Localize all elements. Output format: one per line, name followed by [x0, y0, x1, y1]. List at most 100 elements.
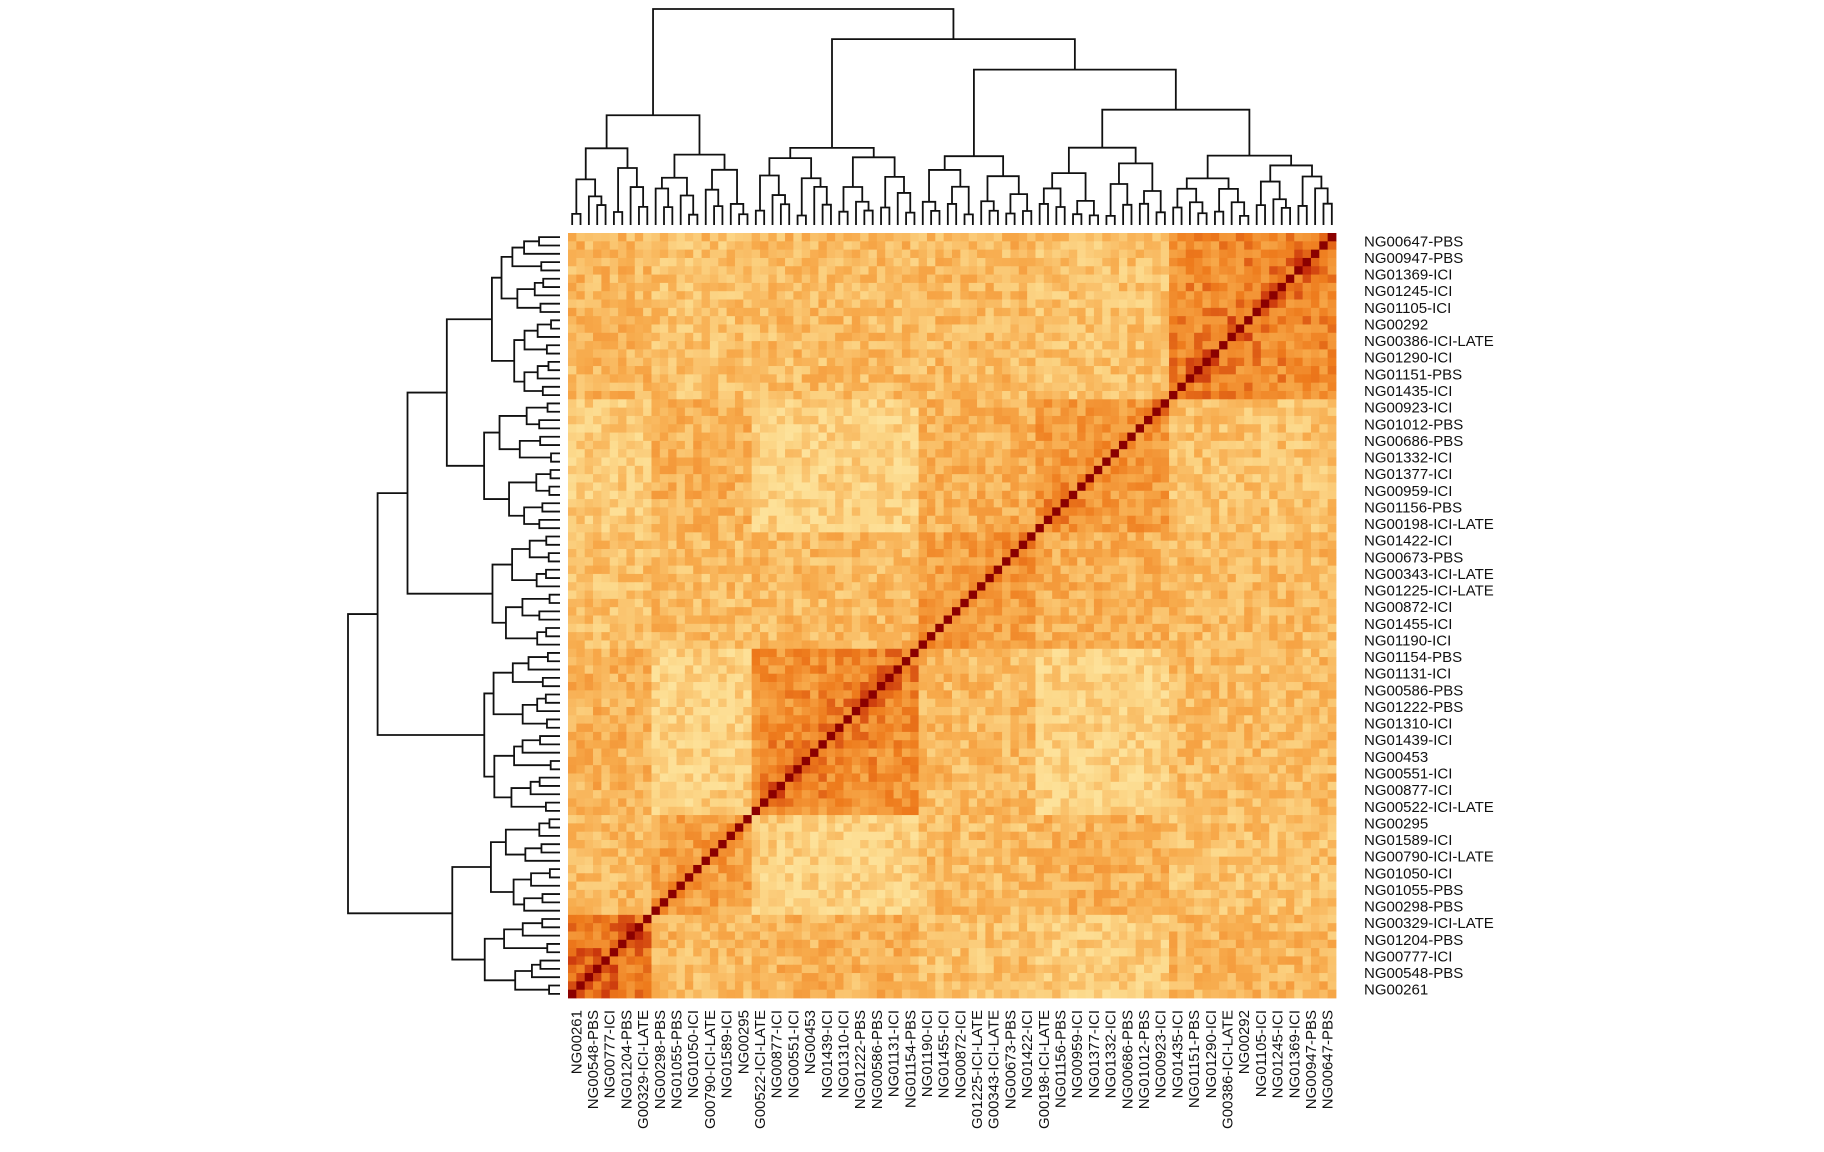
heatmap-cell [568, 482, 577, 492]
heatmap-cell [751, 582, 761, 591]
heatmap-cell [977, 607, 986, 616]
dendrogram-branch [498, 415, 527, 451]
dendrogram-branch [541, 502, 560, 513]
heatmap-cell [1185, 282, 1195, 292]
heatmap-cell [1135, 266, 1145, 275]
heatmap-cell [876, 540, 886, 550]
heatmap-cell [1194, 648, 1203, 658]
heatmap-cell [1035, 482, 1045, 492]
heatmap-cell [910, 482, 920, 492]
heatmap-cell [952, 341, 961, 350]
heatmap-cell [1118, 648, 1128, 658]
heatmap-cell [935, 415, 945, 425]
heatmap-cell [1118, 233, 1128, 242]
heatmap-cell [876, 407, 886, 417]
heatmap-cell [1035, 291, 1045, 300]
heatmap-cell [1285, 341, 1295, 350]
heatmap-cell [1185, 524, 1195, 533]
heatmap-cell [826, 632, 836, 641]
heatmap-cell [701, 274, 711, 284]
heatmap-cell [868, 590, 878, 600]
heatmap-cell [1043, 623, 1053, 633]
heatmap-cell [1235, 299, 1245, 309]
heatmap-cell [659, 266, 669, 275]
heatmap-cell [893, 557, 903, 567]
heatmap-cell [1160, 557, 1170, 567]
heatmap-cell [659, 573, 669, 583]
heatmap-cell [785, 366, 794, 375]
heatmap-cell [1185, 266, 1195, 275]
dendrogram-branch [518, 439, 552, 459]
heatmap-cell [885, 640, 894, 650]
heatmap-cell [977, 590, 986, 600]
heatmap-cell [1152, 573, 1162, 583]
heatmap-cell [751, 557, 761, 567]
heatmap-cell [1219, 449, 1228, 458]
heatmap-cell [851, 540, 861, 550]
heatmap-cell [1052, 341, 1061, 350]
heatmap-cell [1102, 499, 1112, 508]
dendrogram-branch [503, 928, 548, 950]
heatmap-cell [818, 407, 828, 417]
heatmap-cell [1093, 424, 1103, 433]
heatmap-cell [601, 257, 611, 267]
heatmap-cell [910, 249, 920, 259]
heatmap-cell [1093, 457, 1103, 467]
heatmap-cell [910, 440, 920, 450]
heatmap-cell [1135, 548, 1145, 558]
heatmap-cell [1060, 557, 1070, 567]
heatmap-cell [1152, 307, 1162, 317]
heatmap-cell [993, 657, 1003, 666]
heatmap-cell [1294, 615, 1304, 625]
heatmap-cell [626, 316, 636, 325]
heatmap-cell [1252, 648, 1262, 658]
heatmap-cell [1110, 390, 1120, 400]
heatmap-cell [801, 590, 811, 600]
heatmap-cell [776, 557, 786, 567]
heatmap-cell [793, 374, 803, 384]
heatmap-cell [568, 515, 577, 525]
heatmap-cell [851, 249, 861, 259]
heatmap-cell [634, 557, 644, 567]
heatmap-cell [760, 457, 769, 467]
heatmap-cell [743, 532, 753, 542]
heatmap-cell [893, 565, 903, 575]
heatmap-cell [593, 241, 602, 251]
heatmap-cell [1319, 307, 1329, 317]
dendrogram-branch [704, 188, 720, 225]
heatmap-cell [659, 515, 669, 525]
heatmap-cell [1269, 374, 1278, 384]
heatmap-cell [1018, 415, 1028, 425]
heatmap-cell [1102, 390, 1112, 400]
heatmap-cell [684, 257, 694, 267]
heatmap-cell [643, 349, 652, 359]
heatmap-cell [1327, 349, 1337, 359]
heatmap-cell [659, 615, 669, 625]
heatmap-cell [693, 415, 702, 425]
heatmap-cell [985, 349, 995, 359]
heatmap-cell [1319, 374, 1329, 384]
heatmap-cell [1102, 548, 1112, 558]
heatmap-cell [1093, 282, 1103, 292]
heatmap-cell [576, 598, 586, 608]
heatmap-cell [684, 324, 694, 334]
dendrogram-branch [943, 155, 1005, 177]
heatmap-cell [1077, 233, 1086, 242]
heatmap-cell [1018, 299, 1028, 309]
heatmap-cell [1327, 524, 1337, 533]
heatmap-cell [843, 557, 853, 567]
heatmap-cell [743, 457, 753, 467]
heatmap-cell [1252, 374, 1262, 384]
heatmap-cell [885, 390, 894, 400]
heatmap-cell [584, 540, 594, 550]
heatmap-cell [618, 557, 627, 567]
heatmap-cell [634, 299, 644, 309]
heatmap-cell [743, 449, 753, 458]
heatmap-cell [1210, 299, 1220, 309]
heatmap-cell [1185, 474, 1195, 483]
heatmap-cell [1135, 449, 1145, 458]
heatmap-cell [1093, 349, 1103, 359]
heatmap-cell [693, 299, 702, 309]
heatmap-cell [1252, 507, 1262, 517]
heatmap-cell [1219, 465, 1228, 475]
